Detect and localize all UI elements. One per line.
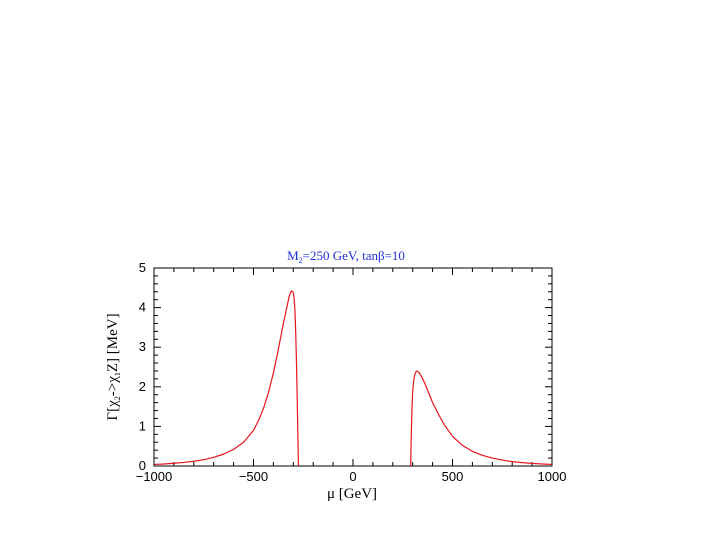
axis-ticks bbox=[153, 267, 553, 467]
title-beta: β bbox=[378, 248, 385, 263]
series-line-2 bbox=[410, 370, 553, 467]
y-tick-label: 2 bbox=[139, 379, 146, 394]
y-tick-label: 3 bbox=[139, 339, 146, 354]
axis-tick-labels: −1000 −500 0 500 1000 0 1 2 3 4 5 bbox=[136, 260, 567, 484]
plot-frame bbox=[153, 267, 553, 467]
y-tick-label: 5 bbox=[139, 260, 146, 275]
title-middle: =250 GeV, tan bbox=[303, 248, 379, 263]
x-tick-label: 1000 bbox=[538, 469, 567, 484]
series-line-1 bbox=[153, 290, 300, 467]
title-end: =10 bbox=[385, 248, 405, 263]
x-tick-label: −500 bbox=[239, 469, 268, 484]
y-tick-label: 1 bbox=[139, 418, 146, 433]
y-label-rest: Z] [MeV] bbox=[105, 313, 121, 372]
y-label-gamma: Γ[χ bbox=[105, 400, 121, 421]
series-layer bbox=[153, 290, 553, 467]
x-label-unit: [GeV] bbox=[335, 486, 377, 502]
y-axis-label: Γ[χ2->χ1Z] [MeV] bbox=[105, 313, 122, 420]
y-label-arrow: ->χ bbox=[105, 376, 121, 396]
title-m: M bbox=[287, 248, 299, 263]
x-axis-label: μ [GeV] bbox=[327, 486, 377, 502]
x-tick-label: 500 bbox=[442, 469, 464, 484]
x-tick-label: −1000 bbox=[136, 469, 173, 484]
title-subscript: 2 bbox=[299, 256, 303, 265]
y-label-sub2: 2 bbox=[113, 396, 122, 400]
y-tick-label: 0 bbox=[139, 458, 146, 473]
x-label-mu: μ bbox=[327, 486, 335, 502]
y-label-sub1: 1 bbox=[113, 372, 122, 376]
x-tick-label: 0 bbox=[349, 469, 356, 484]
chart-title: M2=250 GeV, tanβ=10 bbox=[287, 248, 405, 265]
y-tick-label: 4 bbox=[139, 300, 146, 315]
